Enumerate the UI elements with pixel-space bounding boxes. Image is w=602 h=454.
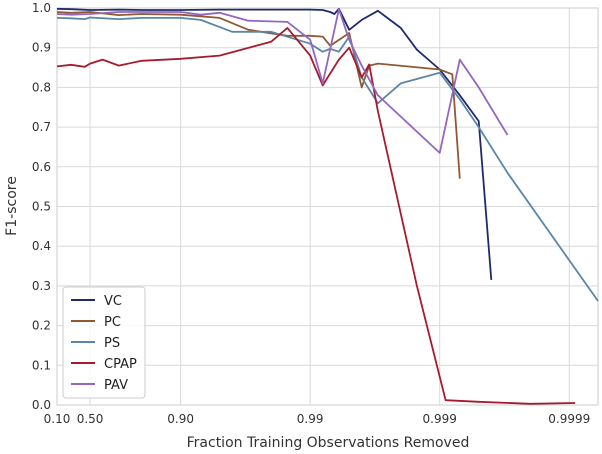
y-tick-label: 0.2 bbox=[32, 319, 51, 333]
legend-label-ps: PS bbox=[104, 336, 120, 351]
y-tick-label: 0.3 bbox=[32, 279, 51, 293]
y-tick-label: 0.1 bbox=[32, 358, 51, 372]
legend-label-pc: PC bbox=[104, 315, 121, 330]
x-tick-label: 0.9999 bbox=[548, 412, 590, 426]
legend: VC PC PS CPAP PAV bbox=[62, 286, 146, 399]
y-tick-label: 0.5 bbox=[32, 200, 51, 214]
y-tick-label: 0.7 bbox=[32, 120, 51, 134]
x-tick-labels: 0.10 0.50 0.90 0.99 0.999 0.9999 bbox=[44, 412, 591, 426]
y-tick-label: 0.9 bbox=[32, 41, 51, 55]
x-axis-label: Fraction Training Observations Removed bbox=[187, 435, 470, 451]
y-tick-label: 0.4 bbox=[32, 239, 51, 253]
x-tick-label: 0.50 bbox=[77, 412, 104, 426]
legend-box bbox=[62, 286, 146, 399]
x-tick-label: 0.10 bbox=[44, 412, 71, 426]
y-tick-label: 0.6 bbox=[32, 160, 51, 174]
x-tick-label: 0.90 bbox=[167, 412, 194, 426]
series-line-cpap bbox=[56, 26, 576, 405]
series-line-vc bbox=[56, 7, 493, 280]
legend-label-vc: VC bbox=[104, 294, 122, 309]
y-tick-labels: 0.0 0.1 0.2 0.3 0.4 0.5 0.6 0.7 0.8 0.9 1.0 bbox=[32, 1, 51, 412]
x-tick-label: 0.99 bbox=[297, 412, 324, 426]
x-tick-label: 0.999 bbox=[423, 412, 457, 426]
series-lines bbox=[56, 7, 599, 405]
y-tick-label: 0.0 bbox=[32, 398, 51, 412]
plot-frame bbox=[56, 7, 599, 406]
y-tick-label: 1.0 bbox=[32, 1, 51, 15]
series-line-pav bbox=[56, 8, 509, 154]
legend-label-pav: PAV bbox=[104, 378, 128, 393]
legend-label-cpap: CPAP bbox=[104, 357, 137, 372]
y-tick-label: 0.8 bbox=[32, 80, 51, 94]
series-line-ps bbox=[56, 16, 599, 302]
series-line-pc bbox=[56, 11, 461, 179]
y-axis-label: F1-score bbox=[4, 176, 20, 236]
